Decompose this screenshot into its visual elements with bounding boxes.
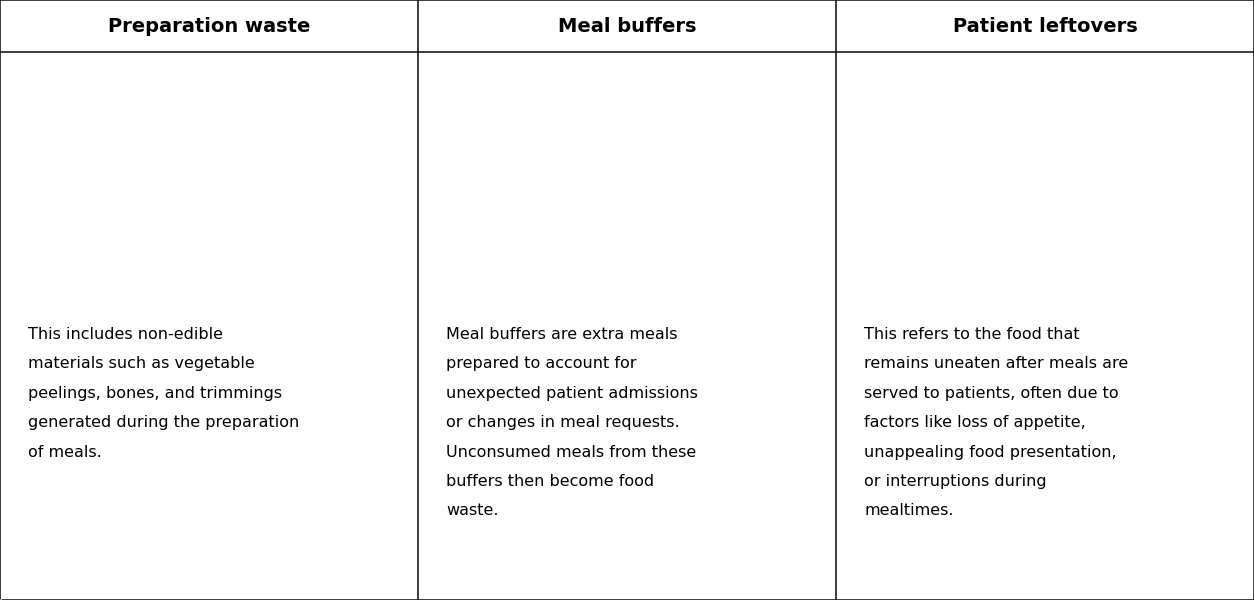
Text: Meal buffers are extra meals
prepared to account for
unexpected patient admissio: Meal buffers are extra meals prepared to… [446,327,698,518]
Text: This includes non-edible
materials such as vegetable
peelings, bones, and trimmi: This includes non-edible materials such … [28,327,300,460]
Text: Preparation waste: Preparation waste [108,16,310,35]
Text: This refers to the food that
remains uneaten after meals are
served to patients,: This refers to the food that remains une… [864,327,1129,518]
Text: Patient leftovers: Patient leftovers [953,16,1137,35]
Text: Meal buffers: Meal buffers [558,16,696,35]
